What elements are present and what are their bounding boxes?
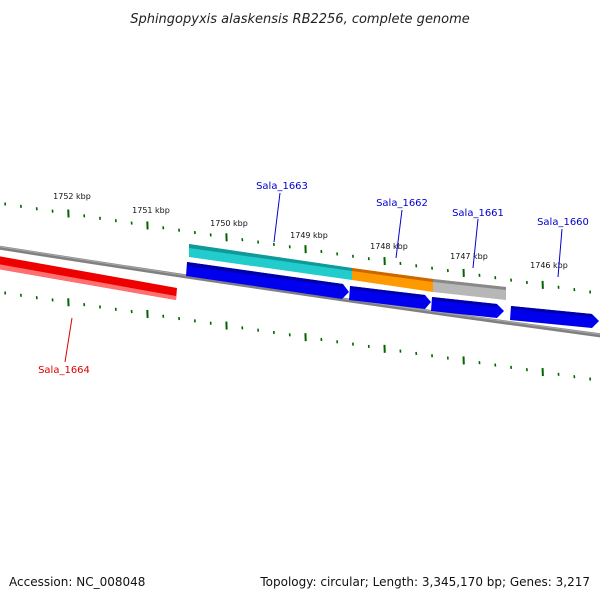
gene-label-sala-1664[interactable]: Sala_1664 xyxy=(38,365,90,376)
cog-band-cyan-shade xyxy=(189,244,352,271)
kbp-label-1750: 1750 kbp xyxy=(210,219,248,228)
gene-arrow-sala-1664-shade xyxy=(0,264,176,300)
leader-sala-1662 xyxy=(395,209,403,259)
lower-tick-track xyxy=(4,291,592,381)
genome-backbone xyxy=(0,245,600,338)
kbp-label-1752: 1752 kbp xyxy=(53,192,91,201)
kbp-label-1746: 1746 kbp xyxy=(530,261,568,270)
gene-arrow-sala-1660[interactable] xyxy=(510,306,599,328)
leader-sala-1663 xyxy=(273,192,281,243)
gene-arrow-sala-1663-shade xyxy=(187,262,343,287)
leader-sala-1660 xyxy=(557,228,563,278)
map-title: Sphingopyxis alaskensis RB2256, complete… xyxy=(130,12,470,27)
gene-arrow-sala-1662-shade xyxy=(350,286,425,298)
kbp-label-1747: 1747 kbp xyxy=(450,252,488,261)
gene-arrow-sala-1660-shade xyxy=(511,306,592,317)
gene-label-sala-1660[interactable]: Sala_1660 xyxy=(537,217,589,228)
leader-sala-1664 xyxy=(64,317,73,363)
accession-text: Accession: NC_008048 xyxy=(9,575,145,589)
cog-band-orange xyxy=(352,268,433,292)
gene-label-sala-1662[interactable]: Sala_1662 xyxy=(376,198,428,209)
gene-arrow-sala-1662[interactable] xyxy=(349,286,431,309)
topology-text: Topology: circular; Length: 3,345,170 bp… xyxy=(259,575,590,589)
kbp-label-1751: 1751 kbp xyxy=(132,206,170,215)
cog-band-orange-shade xyxy=(352,268,433,282)
leader-sala-1661 xyxy=(472,218,479,269)
gene-label-sala-1661[interactable]: Sala_1661 xyxy=(452,208,504,219)
cog-band-gray-shade xyxy=(433,279,506,290)
kbp-label-1749: 1749 kbp xyxy=(290,231,328,240)
kbp-label-1748: 1748 kbp xyxy=(370,242,408,251)
gene-arrow-sala-1661-shade xyxy=(432,297,497,307)
cog-band-gray xyxy=(433,279,506,300)
gene-label-sala-1663[interactable]: Sala_1663 xyxy=(256,181,308,192)
gene-arrow-sala-1661[interactable] xyxy=(431,297,504,318)
upper-tick-track xyxy=(4,202,592,294)
